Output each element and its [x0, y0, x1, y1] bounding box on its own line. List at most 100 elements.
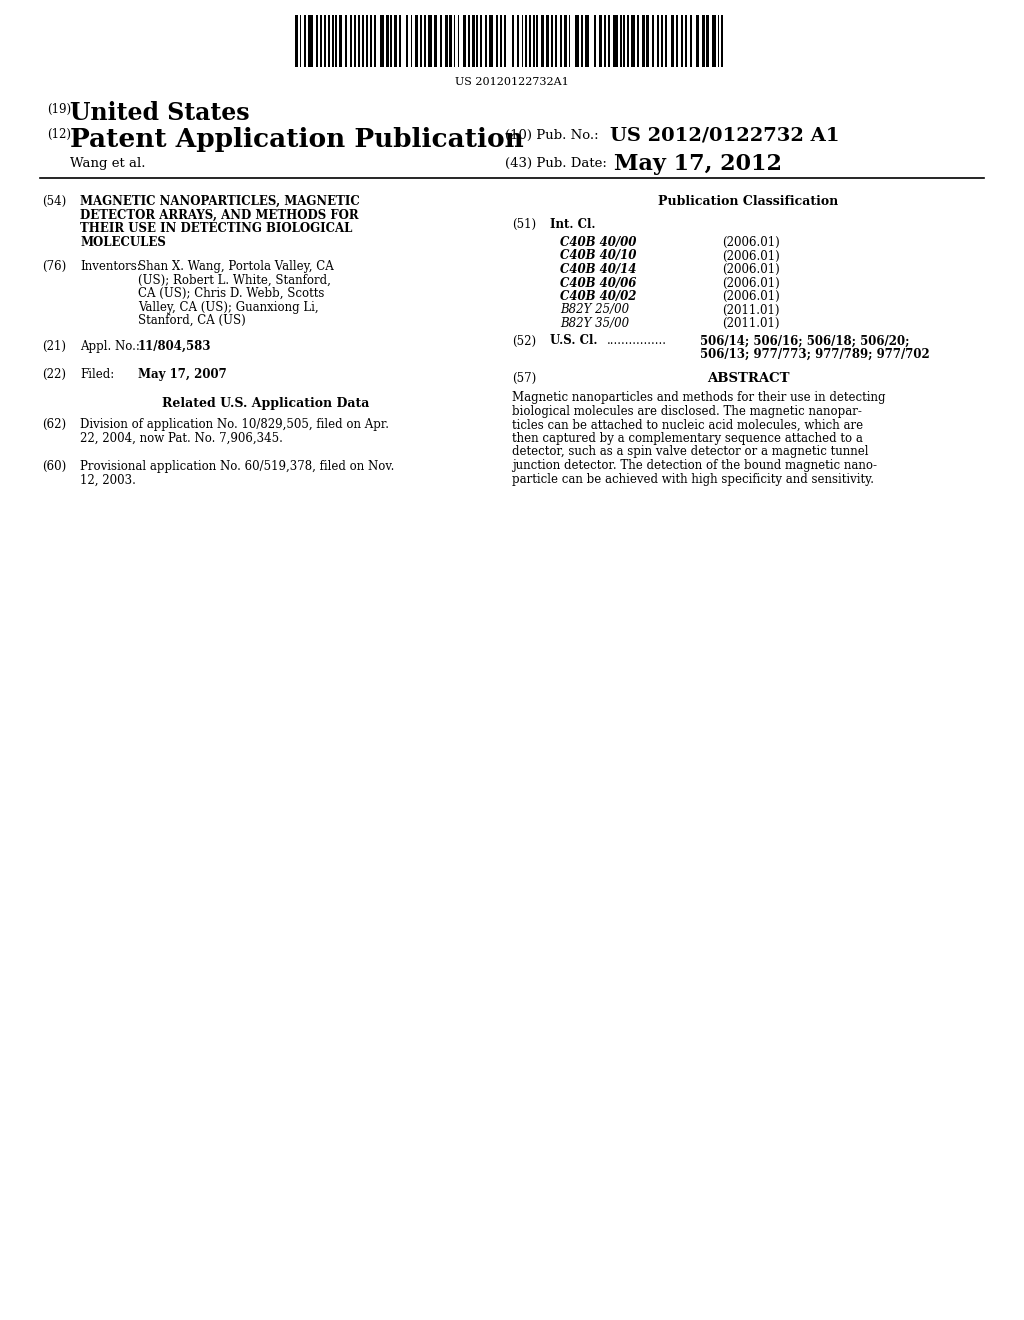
- Bar: [607, 15, 610, 67]
- Text: Stanford, CA (US): Stanford, CA (US): [138, 314, 246, 327]
- Bar: [354, 15, 356, 67]
- Bar: [399, 15, 401, 67]
- Bar: [300, 15, 301, 67]
- Text: (2006.01): (2006.01): [722, 263, 779, 276]
- Text: Filed:: Filed:: [80, 368, 115, 381]
- Text: (21): (21): [42, 341, 66, 352]
- Bar: [411, 15, 413, 67]
- Text: 11/804,583: 11/804,583: [138, 341, 212, 352]
- Bar: [315, 15, 317, 67]
- Text: Publication Classification: Publication Classification: [657, 195, 838, 209]
- Bar: [472, 15, 475, 67]
- Text: MOLECULES: MOLECULES: [80, 235, 166, 248]
- Text: US 20120122732A1: US 20120122732A1: [455, 77, 569, 87]
- Bar: [450, 15, 453, 67]
- Text: (19): (19): [47, 103, 71, 116]
- Bar: [362, 15, 364, 67]
- Bar: [308, 15, 313, 67]
- Bar: [332, 15, 334, 67]
- Bar: [546, 15, 549, 67]
- Text: Division of application No. 10/829,505, filed on Apr.: Division of application No. 10/829,505, …: [80, 418, 389, 432]
- Bar: [604, 15, 606, 67]
- Bar: [328, 15, 330, 67]
- Bar: [303, 15, 306, 67]
- Bar: [594, 15, 596, 67]
- Text: (60): (60): [42, 459, 67, 473]
- Text: US 2012/0122732 A1: US 2012/0122732 A1: [610, 125, 840, 144]
- Bar: [480, 15, 482, 67]
- Bar: [713, 15, 717, 67]
- Bar: [628, 15, 629, 67]
- Text: (2006.01): (2006.01): [722, 276, 779, 289]
- Bar: [564, 15, 567, 67]
- Bar: [319, 15, 322, 67]
- Text: ticles can be attached to nucleic acid molecules, which are: ticles can be attached to nucleic acid m…: [512, 418, 863, 432]
- Text: (57): (57): [512, 371, 537, 384]
- Bar: [370, 15, 372, 67]
- Text: (43) Pub. Date:: (43) Pub. Date:: [505, 157, 607, 170]
- Bar: [652, 15, 653, 67]
- Bar: [642, 15, 645, 67]
- Text: (2011.01): (2011.01): [722, 317, 779, 330]
- Bar: [718, 15, 720, 67]
- Bar: [537, 15, 539, 67]
- Text: United States: United States: [70, 102, 250, 125]
- Text: biological molecules are disclosed. The magnetic nanopar-: biological molecules are disclosed. The …: [512, 405, 862, 418]
- Text: Magnetic nanoparticles and methods for their use in detecting: Magnetic nanoparticles and methods for t…: [512, 392, 886, 404]
- Text: 506/14; 506/16; 506/18; 506/20;: 506/14; 506/16; 506/18; 506/20;: [700, 334, 909, 347]
- Text: (62): (62): [42, 418, 67, 432]
- Text: C40B 40/10: C40B 40/10: [560, 249, 636, 263]
- Bar: [497, 15, 499, 67]
- Text: C40B 40/14: C40B 40/14: [560, 263, 636, 276]
- Text: (52): (52): [512, 334, 537, 347]
- Bar: [551, 15, 553, 67]
- Text: (2006.01): (2006.01): [722, 236, 779, 249]
- Text: Wang et al.: Wang et al.: [70, 157, 145, 170]
- Bar: [620, 15, 622, 67]
- Bar: [345, 15, 347, 67]
- Text: 12, 2003.: 12, 2003.: [80, 474, 136, 487]
- Text: C40B 40/02: C40B 40/02: [560, 290, 636, 304]
- Text: 22, 2004, now Pat. No. 7,906,345.: 22, 2004, now Pat. No. 7,906,345.: [80, 432, 283, 445]
- Bar: [624, 15, 626, 67]
- Bar: [339, 15, 342, 67]
- Bar: [420, 15, 422, 67]
- Bar: [637, 15, 639, 67]
- Text: then captured by a complementary sequence attached to a: then captured by a complementary sequenc…: [512, 432, 863, 445]
- Bar: [416, 15, 418, 67]
- Bar: [575, 15, 580, 67]
- Bar: [631, 15, 635, 67]
- Bar: [434, 15, 437, 67]
- Bar: [555, 15, 557, 67]
- Text: (54): (54): [42, 195, 67, 209]
- Text: U.S. Cl.: U.S. Cl.: [550, 334, 597, 347]
- Bar: [295, 15, 298, 67]
- Text: (22): (22): [42, 368, 66, 381]
- Bar: [394, 15, 397, 67]
- Bar: [671, 15, 674, 67]
- Text: 506/13; 977/773; 977/789; 977/702: 506/13; 977/773; 977/789; 977/702: [700, 348, 930, 360]
- Bar: [484, 15, 487, 67]
- Bar: [660, 15, 664, 67]
- Text: (76): (76): [42, 260, 67, 273]
- Bar: [424, 15, 426, 67]
- Text: (12): (12): [47, 128, 71, 141]
- Text: Int. Cl.: Int. Cl.: [550, 218, 596, 231]
- Bar: [444, 15, 447, 67]
- Bar: [690, 15, 692, 67]
- Text: Related U.S. Application Data: Related U.S. Application Data: [163, 397, 370, 411]
- Bar: [525, 15, 526, 67]
- Bar: [696, 15, 699, 67]
- Text: Provisional application No. 60/519,378, filed on Nov.: Provisional application No. 60/519,378, …: [80, 459, 394, 473]
- Text: (2006.01): (2006.01): [722, 249, 779, 263]
- Bar: [386, 15, 389, 67]
- Bar: [581, 15, 583, 67]
- Text: (10) Pub. No.:: (10) Pub. No.:: [505, 129, 599, 143]
- Bar: [707, 15, 710, 67]
- Bar: [428, 15, 432, 67]
- Bar: [569, 15, 570, 67]
- Text: (2006.01): (2006.01): [722, 290, 779, 304]
- Text: particle can be achieved with high specificity and sensitivity.: particle can be achieved with high speci…: [512, 473, 874, 486]
- Bar: [439, 15, 442, 67]
- Bar: [325, 15, 327, 67]
